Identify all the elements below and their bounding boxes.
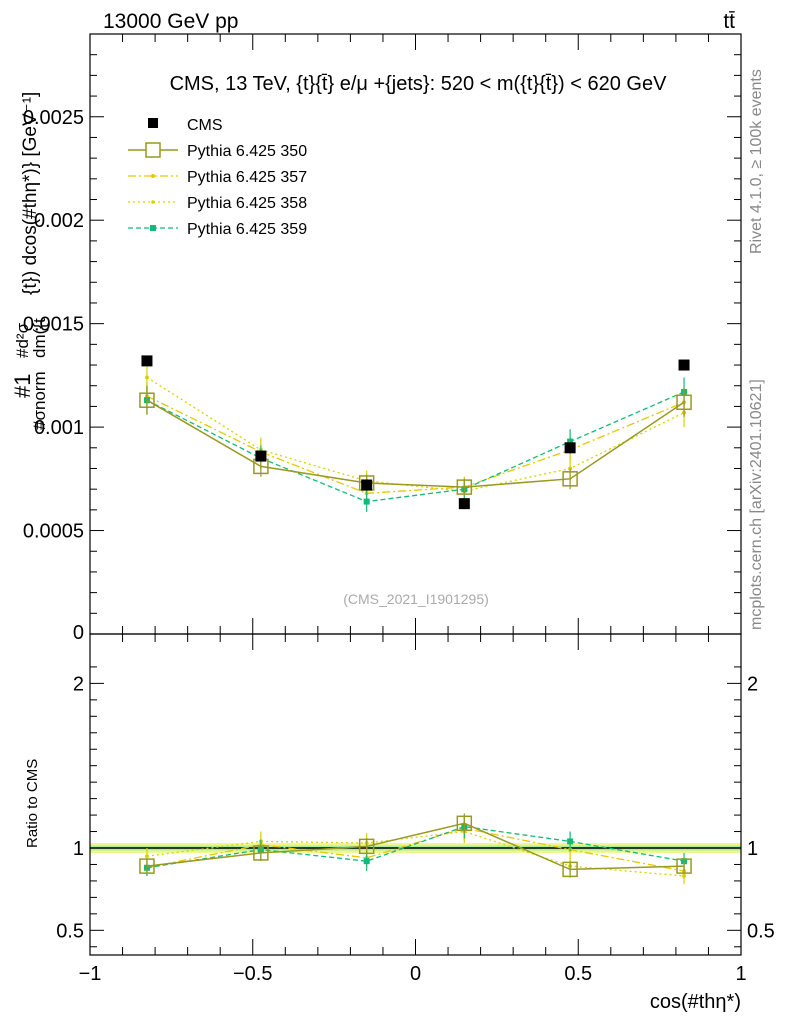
legend-label-p358: Pythia 6.425 358 xyxy=(187,195,307,212)
ratio-band xyxy=(90,843,741,853)
ratio-point-p350 xyxy=(456,815,473,832)
x-tick-label: −0.5 xyxy=(233,963,272,985)
main-point-p359 xyxy=(363,498,370,505)
rivet-label: Rivet 4.1.0, ≥ 100k events xyxy=(748,69,765,254)
main-series-cms xyxy=(141,355,690,510)
main-y-axis-label: #1 #σnorm #d²σ dm({t {t}) dcos(#thη*)} [… xyxy=(10,92,49,430)
ratio-y-tick-label: 1 xyxy=(73,838,84,860)
ratio-y-ticks: 0.5 0.5 1 1 2 2 xyxy=(56,666,775,948)
legend-marker-p359 xyxy=(150,225,156,231)
ratio-y-axis-label: Ratio to CMS xyxy=(24,759,41,848)
main-series-p358 xyxy=(144,360,687,502)
legend-marker-p358 xyxy=(151,200,155,204)
main-point-p359 xyxy=(567,438,574,445)
ratio-point-p350 xyxy=(562,861,578,878)
ratio-point-p350 xyxy=(253,845,269,861)
ratio-line-p350 xyxy=(146,822,685,871)
main-point-p350 xyxy=(676,394,692,411)
main-series-p359 xyxy=(143,377,688,512)
y-label-norm: #σnorm xyxy=(30,371,49,430)
legend-marker-p357 xyxy=(151,174,155,178)
main-point-cms xyxy=(361,479,373,491)
main-point-cms xyxy=(678,359,690,371)
legend-entry-p359: Pythia 6.425 359 xyxy=(128,221,307,238)
main-point-p350 xyxy=(456,479,473,495)
x-tick-label: −1 xyxy=(79,963,102,985)
main-point-cms xyxy=(458,498,470,510)
legend-entry-p358: Pythia 6.425 358 xyxy=(128,195,307,212)
y-label-numer: #d²σ xyxy=(13,322,32,358)
main-point-cms xyxy=(141,355,153,367)
main-x-ticks xyxy=(89,34,742,634)
legend-marker-p350 xyxy=(145,142,161,158)
legend-marker-cms xyxy=(148,118,158,128)
ratio-point-p359 xyxy=(567,838,574,845)
legend-entry-p357: Pythia 6.425 357 xyxy=(128,169,307,186)
ratio-line-p357 xyxy=(146,827,685,872)
y-label-rest: {t}) dcos(#thη*)} [GeV⁻¹] xyxy=(20,92,41,295)
main-panel: CMS, 13 TeV, {t}{t̄} e/μ +{jets}: 520 < … xyxy=(10,33,742,644)
ratio-line-p358 xyxy=(146,830,685,877)
ratio-frame xyxy=(89,633,742,956)
legend: CMS Pythia 6.425 350 Pythia 6.425 357 Py… xyxy=(128,117,307,238)
ratio-y-tick-label-right: 2 xyxy=(747,673,758,695)
legend-label-p357: Pythia 6.425 357 xyxy=(187,169,307,186)
ratio-y-tick-label-right: 0.5 xyxy=(747,920,775,942)
main-y-tick-label: 0.0025 xyxy=(23,107,84,129)
main-y-zero-label: 0 xyxy=(73,622,84,644)
ratio-point-p359 xyxy=(363,858,370,865)
legend-entry-cms: CMS xyxy=(148,117,223,134)
ratio-series xyxy=(139,813,692,885)
main-point-p358 xyxy=(144,375,149,380)
ratio-point-p350 xyxy=(139,858,155,874)
ratio-y-tick-label: 2 xyxy=(73,673,84,695)
y-label-frac: #1 xyxy=(10,374,35,398)
analysis-watermark: (CMS_2021_I1901295) xyxy=(343,591,489,607)
main-line-p358 xyxy=(146,376,685,492)
mcplots-label: mcplots.cern.ch [arXiv:2401.10621] xyxy=(748,379,765,630)
main-y-tick-label: 0.0015 xyxy=(23,314,84,336)
main-y-tick-label: 0.001 xyxy=(34,417,84,439)
main-series xyxy=(139,355,692,512)
main-y-tick-label: 0.0005 xyxy=(23,521,84,543)
beam-label: 13000 GeV pp xyxy=(103,10,238,33)
legend-label-p350: Pythia 6.425 350 xyxy=(187,143,307,160)
main-point-p350 xyxy=(562,471,578,487)
ratio-y-tick-label: 0.5 xyxy=(56,920,84,942)
legend-label-cms: CMS xyxy=(187,117,223,134)
legend-entry-p350: Pythia 6.425 350 xyxy=(128,142,307,160)
main-point-cms xyxy=(564,442,576,454)
ratio-series-p350 xyxy=(139,813,692,878)
ratio-x-ticks: −1 −0.5 0 0.5 1 xyxy=(79,634,747,985)
ratio-y-tick-label-right: 1 xyxy=(747,838,758,860)
main-point-cms xyxy=(255,450,267,462)
ratio-panel: 0.5 0.51 12 2 −1 −0.5 0 0.5 1 Ratio to CMS cos(… xyxy=(24,633,775,1013)
main-y-ticks: 0.0005 0.001 0.0015 0.002 0.0025 0 xyxy=(23,33,741,644)
x-tick-label: 0 xyxy=(410,963,421,985)
x-axis-label: cos(#thη*) xyxy=(650,991,741,1013)
ratio-line-p359 xyxy=(146,825,685,869)
main-line-p350 xyxy=(146,399,685,488)
main-title: CMS, 13 TeV, {t}{t̄} e/μ +{jets}: 520 < … xyxy=(170,73,668,95)
main-series-p350 xyxy=(139,385,692,496)
ratio-point-p350 xyxy=(358,838,375,855)
ratio-point-p350 xyxy=(676,858,692,874)
ratio-point-p358 xyxy=(144,854,149,859)
y-label-denom: dm({t xyxy=(30,318,49,358)
x-tick-label: 1 xyxy=(735,963,746,985)
legend-label-p359: Pythia 6.425 359 xyxy=(187,221,307,238)
main-line-p357 xyxy=(146,395,685,494)
x-tick-label: 0.5 xyxy=(564,963,592,985)
main-line-p359 xyxy=(146,391,685,503)
process-label: tt̄ xyxy=(723,10,735,33)
main-y-tick-label: 0.002 xyxy=(34,210,84,232)
main-point-p350 xyxy=(139,392,155,408)
